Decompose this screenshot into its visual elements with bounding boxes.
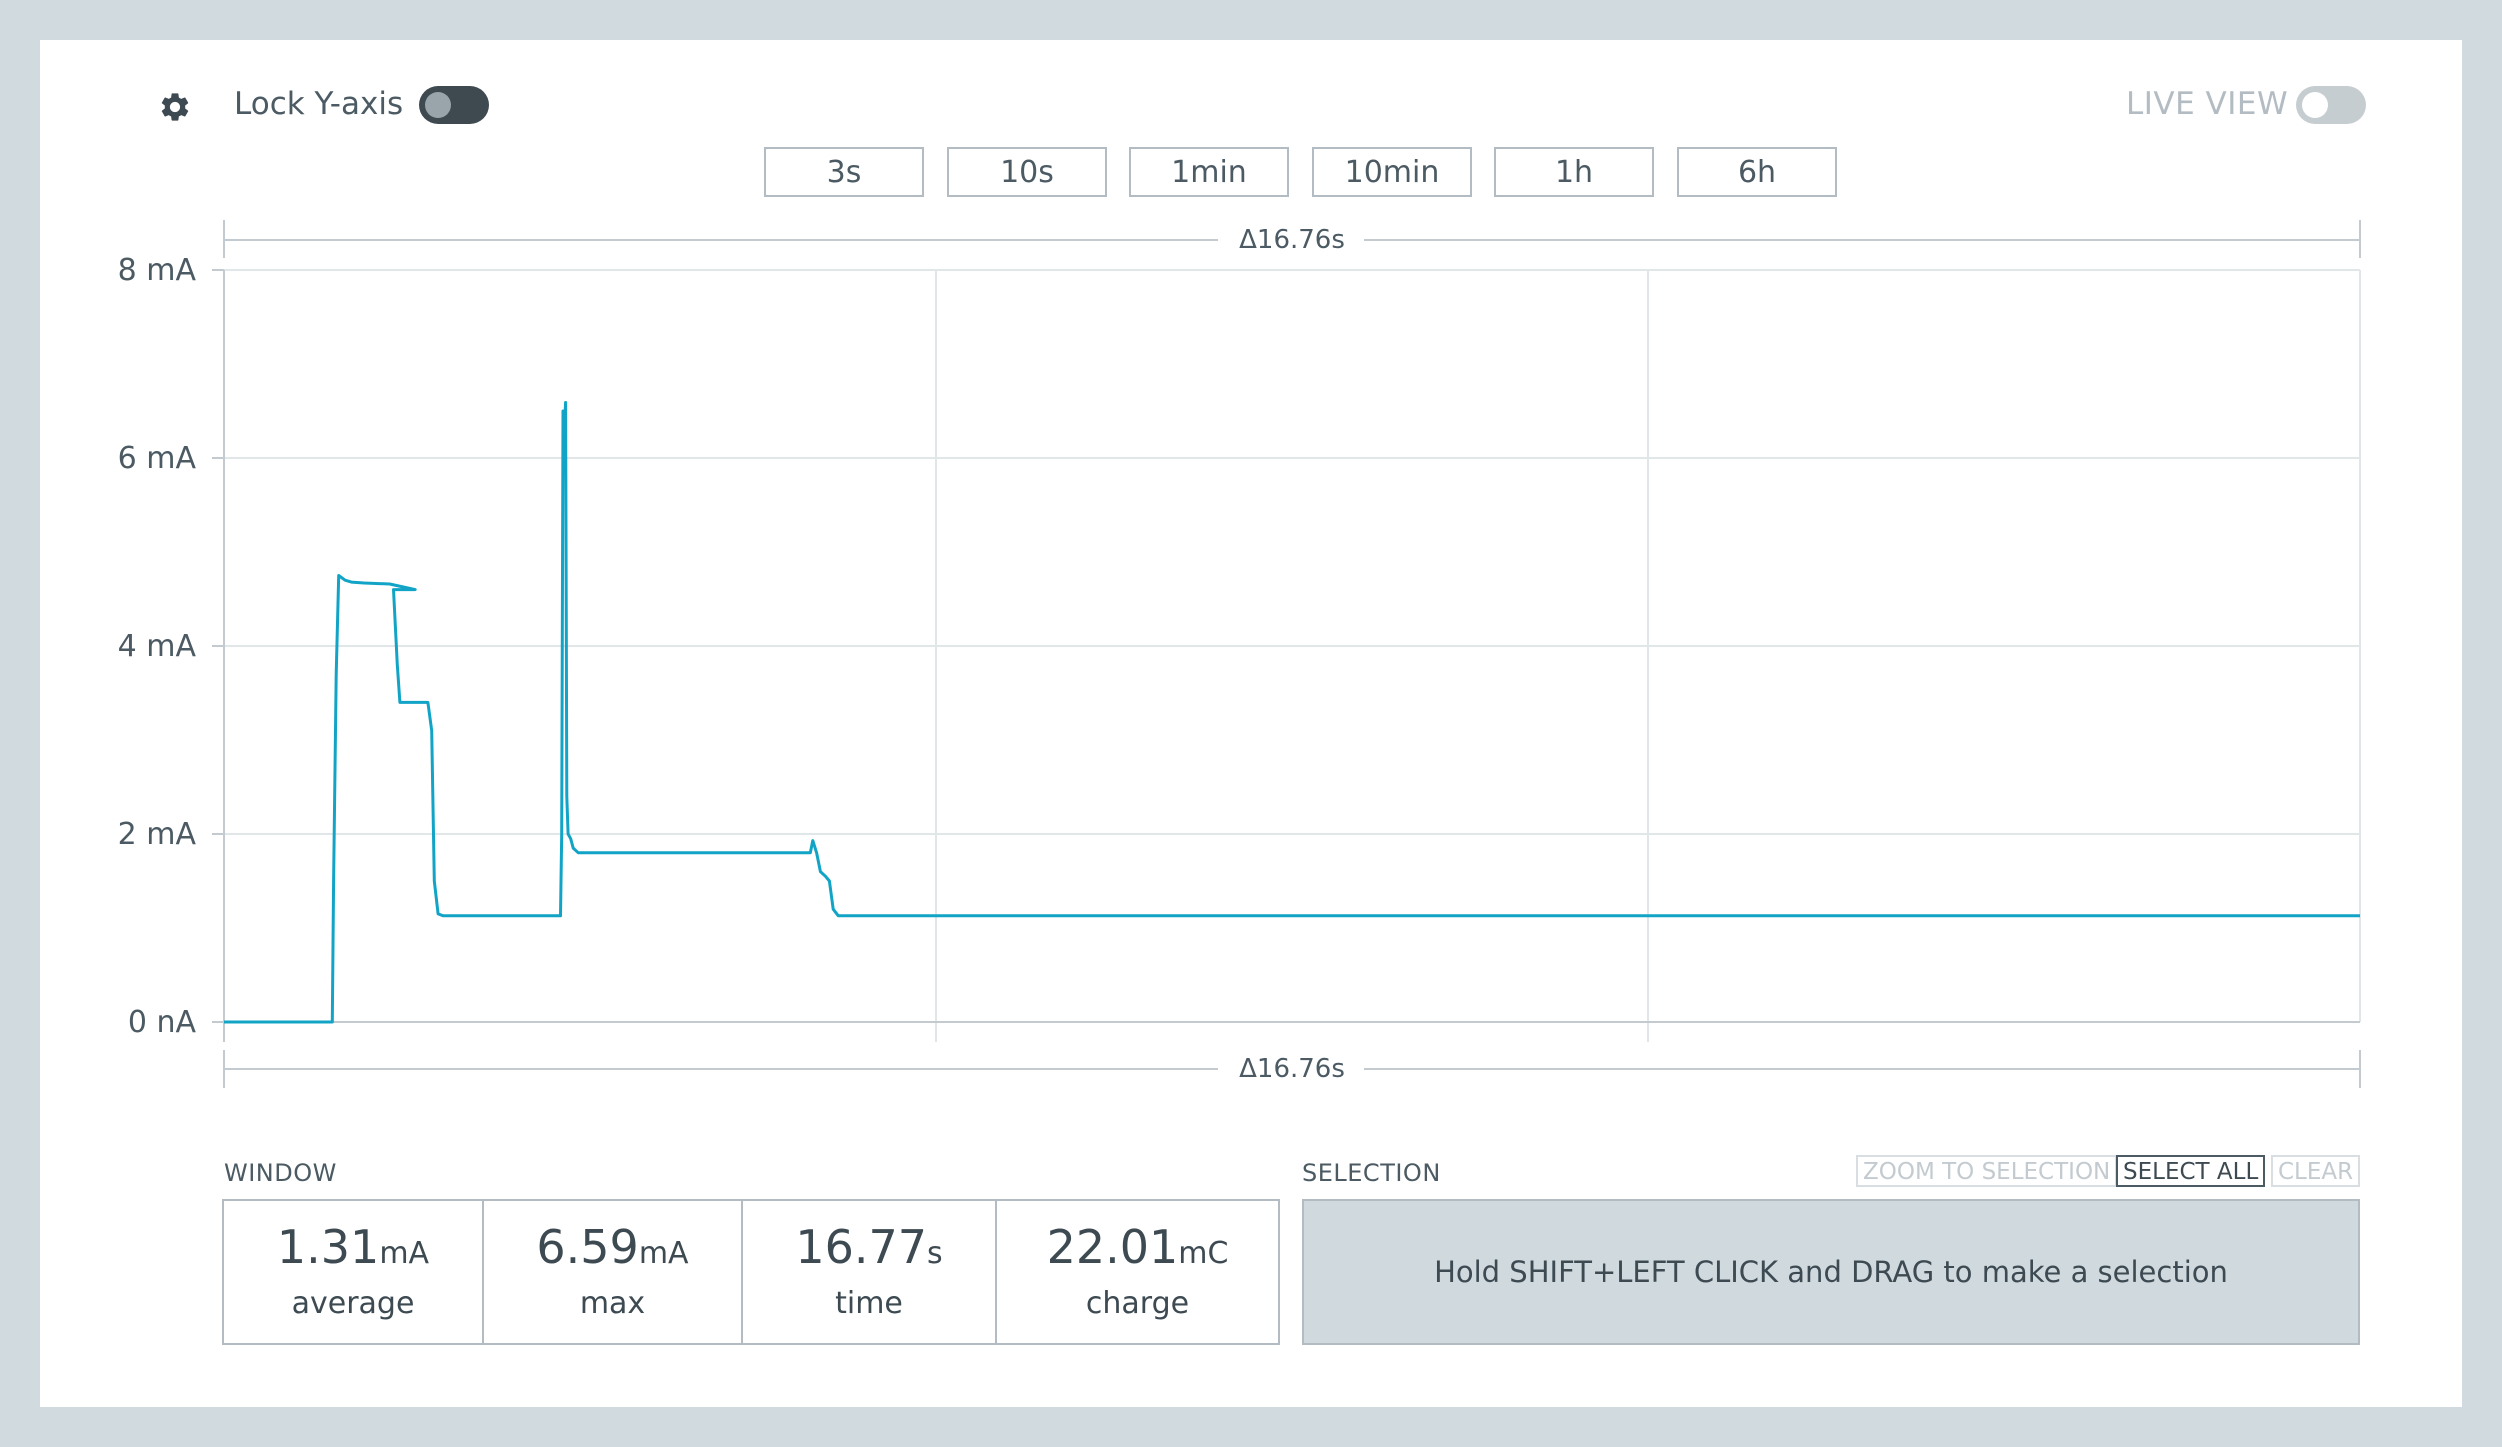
range-button-1min[interactable]: 1min xyxy=(1129,147,1289,197)
stat-value: 1.31 xyxy=(276,1219,380,1274)
live-view-label: LIVE VIEW xyxy=(2126,86,2289,122)
stat-unit: mC xyxy=(1178,1235,1229,1271)
window-stats: 1.31mA average 6.59mA max 16.77s time 22… xyxy=(222,1199,1280,1345)
range-button-3s[interactable]: 3s xyxy=(764,147,924,197)
stat-label: max xyxy=(579,1285,646,1321)
zoom-to-selection-button[interactable]: ZOOM TO SELECTION xyxy=(1856,1155,2118,1187)
lock-y-axis-toggle[interactable] xyxy=(419,86,489,124)
stat-label: time xyxy=(835,1285,903,1321)
stat-average: 1.31mA average xyxy=(224,1201,484,1343)
lock-y-axis-label: Lock Y-axis xyxy=(234,86,404,122)
stat-unit: s xyxy=(927,1235,943,1271)
series-line xyxy=(224,401,2360,1024)
current-chart[interactable]: Δ16.76s Δ16.76s 8 mA 6 mA 4 mA 2 mA 0 nA xyxy=(0,0,2502,1100)
delta-bracket-bottom: Δ16.76s xyxy=(223,1050,2361,1088)
range-button-1h[interactable]: 1h xyxy=(1494,147,1654,197)
stat-time: 16.77s time xyxy=(743,1201,997,1343)
stat-label: charge xyxy=(1085,1285,1190,1321)
y-tick-label: 0 nA xyxy=(128,1005,197,1040)
select-all-button[interactable]: SELECT ALL xyxy=(2116,1155,2266,1187)
selection-label: SELECTION xyxy=(1302,1159,1441,1187)
clear-button[interactable]: CLEAR xyxy=(2271,1155,2361,1187)
stat-value: 6.59 xyxy=(536,1219,639,1274)
stat-unit: mA xyxy=(638,1235,689,1271)
stat-charge: 22.01mC charge xyxy=(997,1201,1278,1343)
window-label: WINDOW xyxy=(224,1159,337,1187)
toggle-knob xyxy=(425,92,451,118)
y-axis-ticks: 8 mA 6 mA 4 mA 2 mA 0 nA xyxy=(118,253,197,1040)
live-view-toggle[interactable] xyxy=(2296,86,2366,124)
y-tick-label: 4 mA xyxy=(118,629,197,664)
gear-icon[interactable] xyxy=(158,90,192,124)
range-button-10min[interactable]: 10min xyxy=(1312,147,1472,197)
stat-unit: mA xyxy=(379,1235,430,1271)
delta-label-bottom: Δ16.76s xyxy=(1239,1054,1345,1084)
stat-label: average xyxy=(291,1285,415,1321)
range-button-6h[interactable]: 6h xyxy=(1677,147,1837,197)
y-tick-label: 8 mA xyxy=(118,253,197,288)
delta-label-top: Δ16.76s xyxy=(1239,225,1345,255)
stat-max: 6.59mA max xyxy=(484,1201,743,1343)
stat-value: 16.77 xyxy=(795,1219,928,1274)
y-tick-label: 6 mA xyxy=(118,441,197,476)
toggle-knob xyxy=(2302,92,2328,118)
delta-bracket-top: Δ16.76s xyxy=(223,220,2361,258)
y-tick-label: 2 mA xyxy=(118,817,197,852)
range-button-10s[interactable]: 10s xyxy=(947,147,1107,197)
selection-hint-box[interactable]: Hold SHIFT+LEFT CLICK and DRAG to make a… xyxy=(1302,1199,2360,1345)
chart-grid xyxy=(212,269,2361,1042)
stat-value: 22.01 xyxy=(1046,1219,1179,1274)
